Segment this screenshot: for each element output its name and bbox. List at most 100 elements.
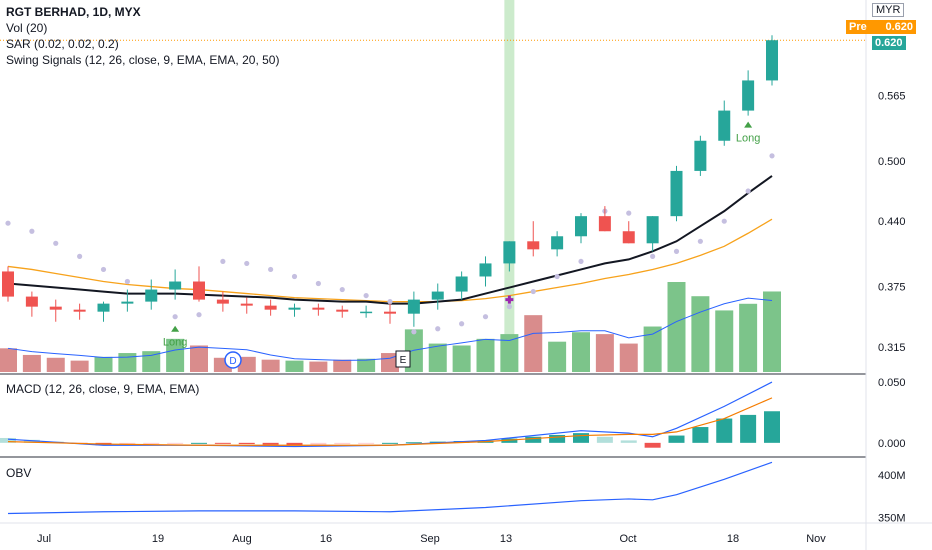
candle-body — [121, 301, 134, 304]
candle-body — [766, 40, 778, 81]
swing-signals-label[interactable]: Swing Signals (12, 26, close, 9, EMA, EM… — [6, 53, 280, 67]
macd-histogram-bar — [596, 436, 613, 443]
macd-histogram-bar — [286, 442, 303, 446]
sar-dot — [244, 260, 250, 267]
volume-bar — [94, 356, 113, 372]
macd-histogram-bar — [382, 442, 398, 444]
macd-histogram-bar — [262, 442, 279, 445]
time-tick-label: 16 — [320, 533, 332, 545]
sar-indicator-label[interactable]: SAR (0.02, 0.02, 0.2) — [6, 37, 119, 51]
macd-histogram-bar — [525, 436, 542, 443]
candle-body — [25, 296, 38, 307]
volume-bar — [190, 345, 208, 372]
candle-body — [384, 311, 396, 314]
candle-body — [479, 263, 492, 277]
volume-bar — [237, 356, 256, 372]
long-signal-label: Long — [163, 337, 187, 349]
sar-dot — [124, 278, 130, 285]
pre-label: Pre — [849, 21, 867, 33]
time-tick-label: Nov — [806, 533, 826, 545]
candle-body — [97, 303, 110, 312]
candle-body — [598, 216, 611, 232]
candle-body — [718, 110, 731, 141]
volume-bar — [667, 282, 686, 372]
macd-signal-line — [7, 397, 773, 446]
volume-bar — [285, 360, 304, 372]
currency-badge[interactable]: MYR — [872, 3, 905, 17]
obv-tick-label: 400M — [878, 470, 906, 482]
volume-bar — [0, 348, 17, 372]
sar-dot — [745, 188, 751, 194]
volume-indicator-label[interactable]: Vol (20) — [6, 21, 48, 35]
volume-bar — [261, 359, 280, 372]
macd-tick-label: 0.050 — [878, 377, 906, 389]
candle-body — [527, 241, 540, 250]
macd-histogram-bar — [620, 440, 637, 443]
volume-bar — [643, 326, 662, 372]
sar-dot — [459, 321, 465, 327]
candle-body — [2, 271, 14, 297]
price-tick-label: 0.500 — [878, 156, 906, 168]
macd-histogram-bar — [573, 433, 589, 443]
candle-body — [407, 299, 420, 314]
pre-market-tag: Pre 0.620 — [846, 20, 916, 34]
obv-tick-label: 350M — [878, 513, 906, 525]
candle-body — [336, 309, 349, 312]
macd-histogram-bar — [214, 442, 231, 444]
macd-histogram-bar — [238, 442, 255, 445]
macd-histogram-bar — [191, 442, 207, 444]
volume-bar — [309, 361, 328, 372]
volume-bar — [500, 334, 519, 372]
time-tick-label: Oct — [619, 533, 636, 545]
symbol-title[interactable]: RGT BERHAD, 1D, MYX — [6, 5, 141, 19]
sar-dot — [650, 253, 656, 259]
chart-legend: RGT BERHAD, 1D, MYX Vol (20) SAR (0.02, … — [6, 4, 279, 68]
sar-dot — [530, 288, 536, 295]
crossover-marker — [505, 295, 514, 304]
macd-histogram-bar — [167, 442, 184, 444]
sar-dot — [721, 218, 727, 224]
volume-bar — [595, 334, 614, 372]
long-signal-arrow — [744, 121, 753, 128]
candle-body — [145, 289, 158, 302]
macd-label[interactable]: MACD (12, 26, close, 9, EMA, EMA) — [6, 382, 200, 396]
sar-dot — [506, 304, 512, 310]
macd-histogram-bar — [429, 441, 446, 443]
macd-histogram-bar — [716, 418, 733, 443]
candle-body — [575, 216, 587, 237]
candle-body — [193, 281, 205, 300]
volume-bar — [428, 343, 447, 372]
sar-dot — [673, 248, 680, 254]
candle-body — [551, 236, 564, 250]
earnings-marker-label: E — [400, 355, 407, 366]
volume-bar — [524, 315, 543, 372]
sar-dot — [29, 228, 35, 234]
sar-dot — [291, 273, 298, 280]
sar-dot — [220, 258, 226, 265]
sar-dot — [268, 266, 274, 273]
sar-dot — [77, 253, 83, 259]
sar-dot — [769, 153, 775, 159]
candle-body — [670, 170, 683, 217]
last-price-tag: 0.620 — [872, 36, 906, 50]
pre-value: 0.620 — [885, 21, 913, 33]
volume-bar — [357, 358, 376, 372]
macd-histogram-bar — [119, 442, 136, 445]
macd-histogram-bar — [549, 434, 566, 443]
candle-body — [73, 309, 86, 312]
time-tick-label: Aug — [232, 533, 252, 545]
macd-histogram-bar — [334, 442, 351, 445]
obv-label[interactable]: OBV — [6, 466, 32, 480]
sar-dot — [482, 314, 489, 320]
macd-histogram-bar — [668, 435, 685, 443]
macd-tick-label: 0.000 — [878, 438, 906, 450]
sar-dot — [339, 286, 345, 293]
time-tick-label: Sep — [420, 533, 440, 545]
volume-bar — [118, 353, 137, 372]
sar-dot — [196, 312, 202, 318]
volume-bar — [739, 303, 758, 372]
price-tick-label: 0.375 — [878, 282, 906, 294]
dividend-marker — [224, 351, 242, 369]
time-tick-label: 18 — [727, 533, 739, 545]
